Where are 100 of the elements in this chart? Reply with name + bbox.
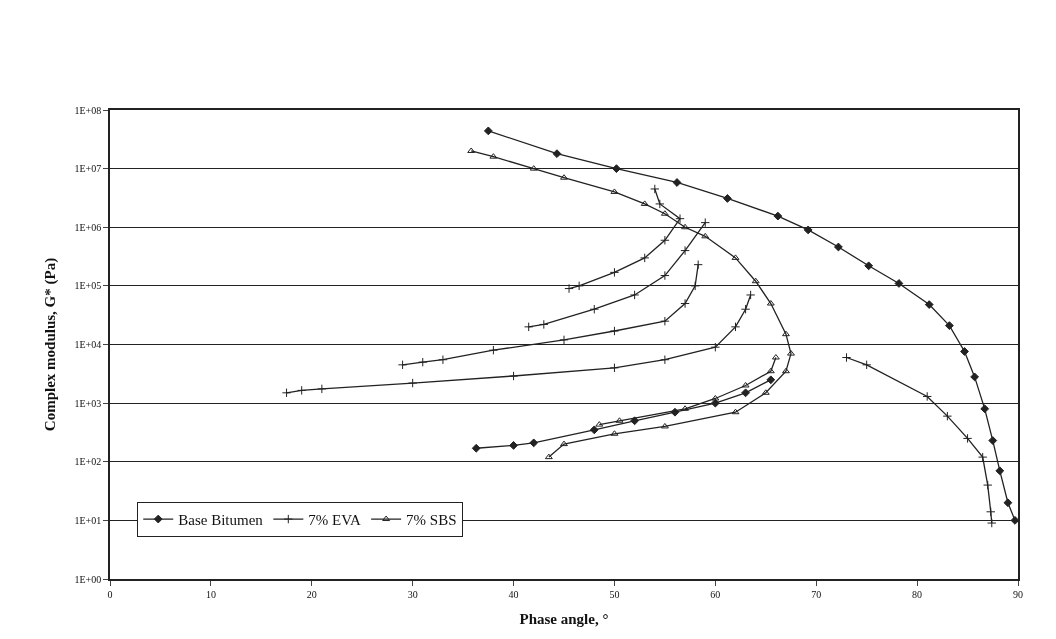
- point: [407, 378, 418, 388]
- point: [539, 319, 549, 330]
- legend-label: 7% EVA: [308, 511, 362, 528]
- point: [483, 126, 493, 136]
- point: [438, 355, 448, 365]
- x-tick-label: 50: [609, 588, 620, 600]
- y-tick-label: 1E+04: [74, 339, 102, 350]
- point: [609, 267, 620, 278]
- point: [945, 321, 954, 331]
- point: [861, 360, 872, 370]
- point: [864, 261, 874, 271]
- point: [782, 330, 790, 337]
- x-axis-title: Phase angle, °: [519, 611, 609, 628]
- point: [983, 480, 993, 490]
- point: [693, 259, 703, 270]
- x-tick-label: 60: [710, 588, 721, 600]
- point: [740, 304, 751, 314]
- legend-label: Base Bitumen: [178, 511, 264, 528]
- point: [629, 290, 640, 300]
- point: [960, 347, 969, 356]
- point: [711, 394, 720, 401]
- point: [681, 223, 690, 230]
- point: [609, 363, 620, 373]
- y-tick-label: 1E+07: [74, 163, 102, 175]
- point: [834, 242, 843, 252]
- point: [977, 452, 988, 462]
- point: [741, 381, 750, 388]
- point: [922, 391, 932, 402]
- point: [544, 453, 553, 460]
- point: [680, 245, 690, 256]
- y-tick-label: 1E+01: [74, 514, 102, 526]
- y-tick-label: 1E+06: [74, 221, 102, 233]
- legend-label: 7% SBS: [406, 511, 457, 528]
- y-tick-label: 1E+05: [74, 280, 102, 292]
- point: [560, 440, 568, 447]
- point: [488, 345, 499, 355]
- point: [560, 174, 568, 180]
- point: [766, 375, 776, 385]
- point: [559, 335, 569, 345]
- point: [942, 411, 953, 421]
- point: [508, 371, 519, 381]
- point: [609, 326, 620, 336]
- point: [730, 322, 741, 332]
- x-tick-label: 20: [306, 588, 317, 600]
- point: [701, 232, 710, 239]
- x-tick-label: 70: [811, 588, 822, 600]
- point: [675, 213, 685, 224]
- point: [988, 436, 998, 445]
- point: [529, 438, 539, 448]
- y-tick-label: 1E+03: [74, 397, 102, 409]
- point: [1003, 498, 1013, 508]
- point: [766, 367, 775, 374]
- point: [281, 388, 292, 398]
- point: [787, 350, 795, 356]
- point: [970, 372, 980, 382]
- point: [962, 433, 973, 444]
- point: [680, 298, 690, 309]
- x-tick-label: 10: [205, 588, 216, 600]
- point: [710, 342, 721, 352]
- point: [296, 385, 307, 396]
- x-tick-label: 0: [107, 588, 113, 600]
- point: [723, 194, 732, 203]
- point: [418, 357, 428, 367]
- point: [782, 367, 790, 374]
- point: [574, 281, 584, 291]
- point: [773, 211, 783, 221]
- point: [1010, 515, 1018, 525]
- point: [612, 164, 621, 174]
- point: [924, 300, 934, 309]
- point: [987, 518, 997, 528]
- point: [630, 416, 640, 426]
- point: [317, 384, 327, 394]
- point: [803, 225, 813, 235]
- point: [745, 290, 756, 300]
- y-axis-title: Complex modulus, G* (Pa): [42, 257, 60, 432]
- point: [894, 279, 904, 288]
- point: [660, 316, 670, 326]
- y-tick-label: 1E+08: [74, 104, 102, 116]
- point: [660, 270, 670, 281]
- point: [523, 322, 534, 332]
- point: [690, 281, 700, 291]
- point: [660, 422, 669, 429]
- point: [509, 441, 518, 450]
- point: [995, 466, 1005, 476]
- x-tick-label: 40: [508, 588, 519, 600]
- point: [589, 425, 599, 435]
- x-tick-label: 80: [912, 588, 923, 600]
- point: [397, 360, 408, 370]
- point: [660, 355, 670, 365]
- point: [672, 178, 682, 187]
- y-tick-label: 1E+00: [74, 573, 102, 585]
- point: [471, 443, 481, 453]
- point: [741, 388, 750, 398]
- point: [655, 199, 665, 209]
- x-tick-label: 90: [1013, 588, 1023, 600]
- point: [731, 408, 740, 415]
- point: [660, 235, 670, 245]
- point: [751, 277, 760, 284]
- point: [564, 283, 574, 294]
- point: [980, 404, 990, 414]
